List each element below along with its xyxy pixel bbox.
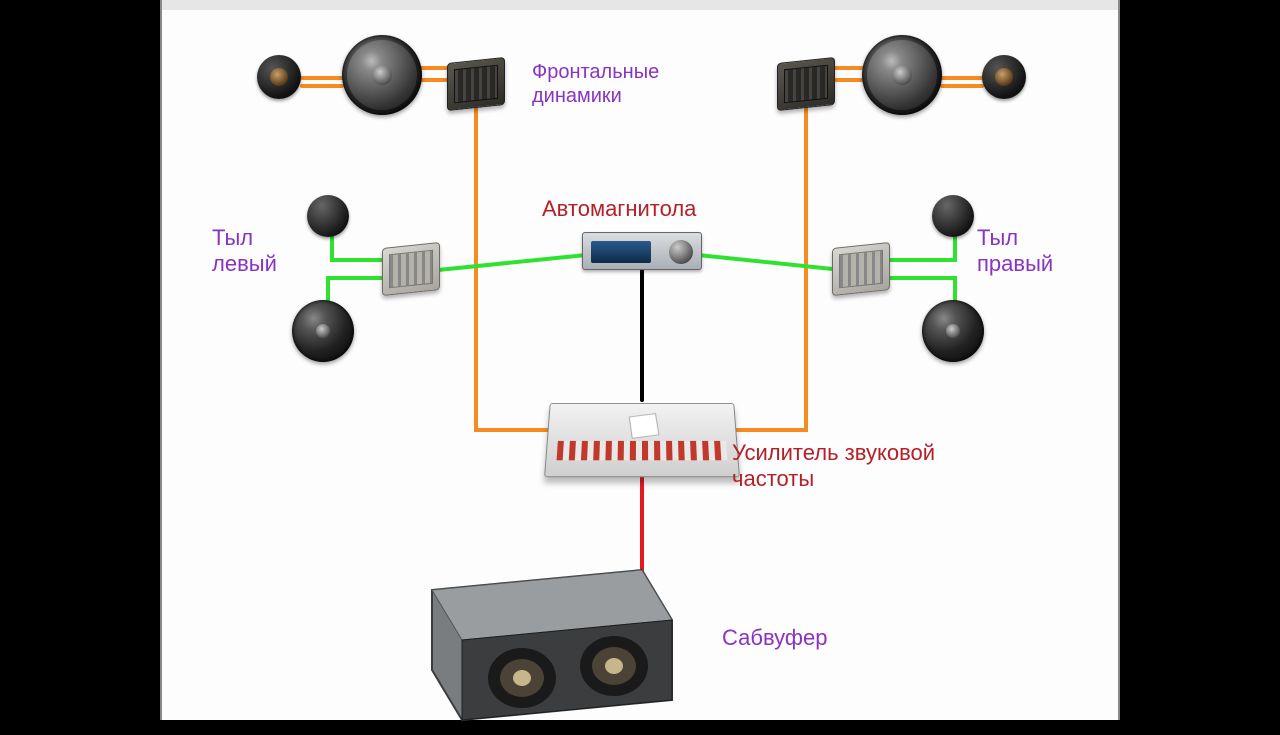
top-strip	[162, 0, 1118, 10]
front-right-tweeter	[982, 55, 1026, 99]
diagram-stage: Фронтальные динамики Автомагнитола Тыл л…	[160, 0, 1120, 720]
front-left-crossover	[447, 57, 505, 111]
rear-left-mid	[292, 300, 354, 362]
subwoofer	[412, 560, 672, 710]
front-right-woofer	[862, 35, 942, 115]
label-amplifier: Усилитель звуковой частоты	[732, 440, 935, 493]
rear-right-tweeter	[932, 195, 974, 237]
rear-left-crossover	[382, 242, 440, 296]
label-front-speakers: Фронтальные динамики	[532, 60, 659, 108]
label-subwoofer: Сабвуфер	[722, 625, 828, 651]
amplifier	[544, 403, 740, 477]
label-rear-left: Тыл левый	[212, 225, 277, 278]
rear-right-crossover	[832, 242, 890, 296]
front-left-woofer	[342, 35, 422, 115]
label-head-unit: Автомагнитола	[542, 196, 696, 222]
front-left-tweeter	[257, 55, 301, 99]
head-unit	[582, 232, 702, 270]
label-rear-right: Тыл правый	[977, 225, 1053, 278]
rear-right-mid	[922, 300, 984, 362]
front-right-crossover	[777, 57, 835, 111]
rear-left-tweeter	[307, 195, 349, 237]
